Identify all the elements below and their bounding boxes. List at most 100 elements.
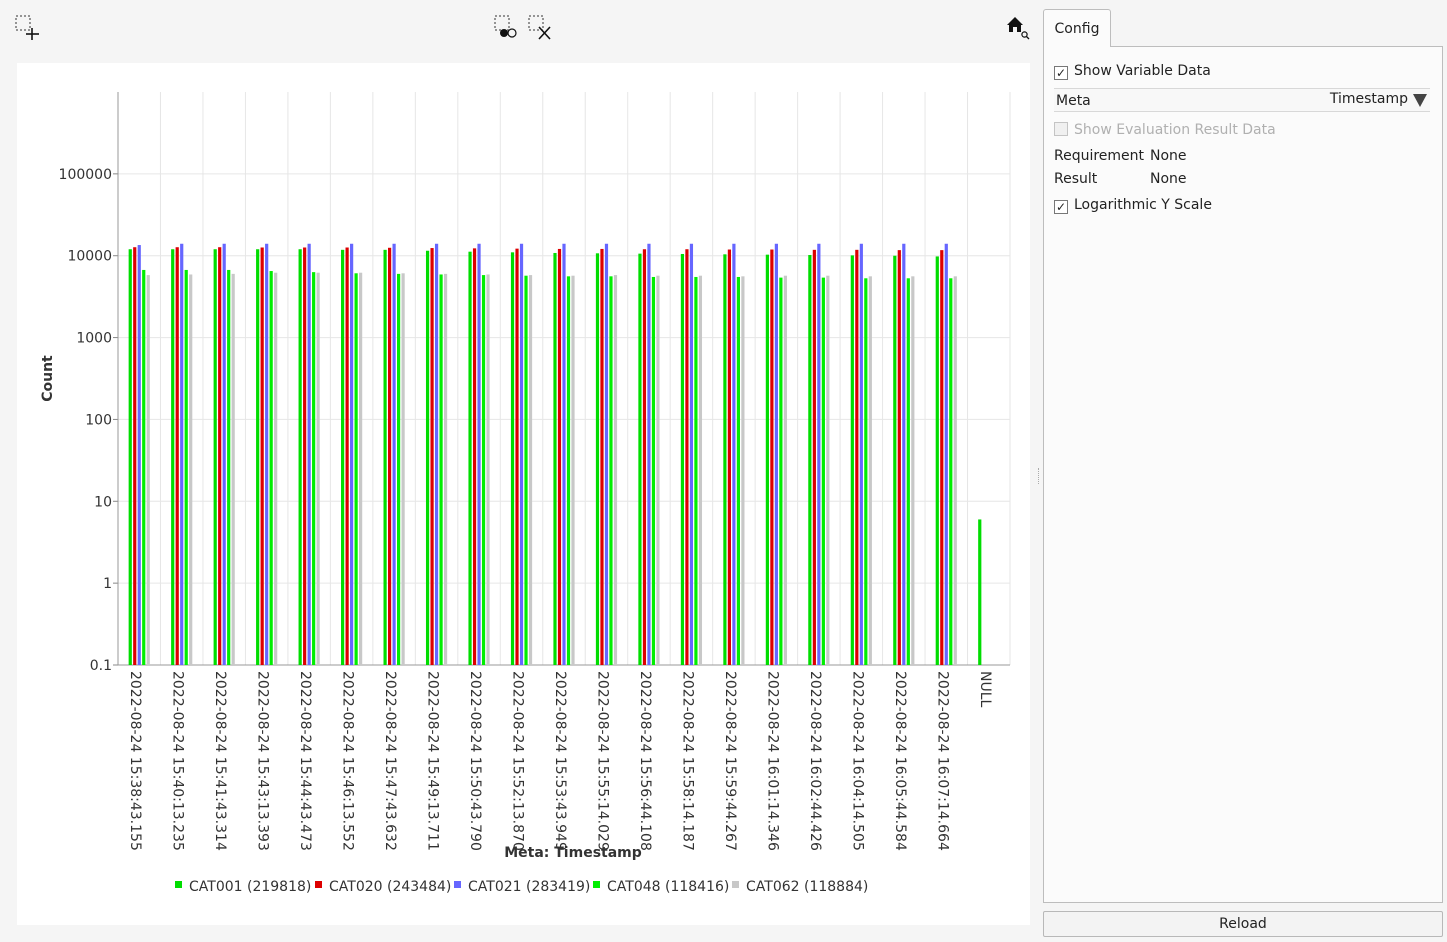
x-tick-label: 2022-08-24 15:55:14.029 (594, 671, 610, 851)
bar (472, 248, 477, 665)
bar (698, 275, 703, 665)
bar (486, 274, 490, 665)
select-by-point-icon[interactable] (493, 14, 521, 42)
histogram-chart: 0.1 1 10 100 1000 10000 100000 2022-08-24 15:38… (17, 63, 1030, 925)
select-add-icon[interactable] (14, 14, 42, 42)
bar (477, 243, 481, 665)
bar (897, 250, 901, 665)
bar (817, 243, 821, 665)
bar (736, 276, 741, 665)
bar (944, 243, 948, 665)
bar (439, 274, 443, 665)
legend-swatch (593, 881, 600, 888)
y-tick-label: 10 (94, 494, 112, 510)
bar (387, 247, 392, 666)
bar (600, 248, 604, 665)
show-variable-data-label: Show Variable Data (1074, 63, 1211, 79)
bar (826, 275, 830, 665)
x-tick-label: 2022-08-24 15:53:43.949 (552, 671, 568, 851)
bar (783, 275, 787, 665)
legend-label: CAT021 (283419) (468, 879, 590, 895)
chevron-down-icon[interactable] (1412, 92, 1428, 108)
bar (303, 247, 307, 666)
bar (256, 249, 260, 666)
checkbox-disabled-icon (1054, 122, 1068, 136)
y-tick-label: 0.1 (90, 658, 112, 674)
bar (434, 243, 439, 665)
bar (515, 248, 519, 665)
bar (265, 243, 269, 665)
bar (604, 243, 609, 665)
bar (274, 272, 278, 665)
reload-button[interactable]: Reload (1043, 911, 1443, 937)
x-tick-label: 2022-08-24 15:46:13.552 (340, 671, 356, 851)
bar (354, 273, 358, 665)
y-tick-label: 1 (103, 576, 112, 592)
meta-select-label: Meta (1056, 93, 1091, 109)
bar (689, 243, 694, 665)
bar (935, 256, 939, 665)
bar (350, 243, 354, 665)
checkbox-checked-icon[interactable]: ✓ (1054, 66, 1068, 80)
bar (808, 255, 812, 665)
legend-swatch (315, 881, 322, 888)
x-tick-label: 2022-08-24 16:01:14.346 (764, 671, 780, 851)
bar (685, 249, 689, 666)
checkbox-checked-icon[interactable]: ✓ (1054, 200, 1068, 214)
bar (812, 249, 816, 665)
bar (222, 243, 226, 665)
bar (213, 249, 217, 666)
bar (902, 243, 906, 665)
bar (171, 249, 175, 666)
x-tick-label: 2022-08-24 15:40:13.235 (170, 671, 186, 851)
bar (571, 275, 575, 665)
show-variable-data-checkbox[interactable]: ✓ Show Variable Data (1054, 63, 1211, 80)
x-tick-label: 2022-08-24 15:56:44.108 (637, 671, 653, 851)
select-clear-icon[interactable] (527, 14, 555, 42)
bar (396, 273, 401, 665)
tab-config[interactable]: Config (1043, 9, 1111, 47)
x-tick-label: 2022-08-24 15:50:43.790 (467, 671, 483, 851)
bar (953, 276, 957, 665)
bar (425, 250, 430, 665)
bar (647, 243, 651, 665)
bar (553, 252, 557, 665)
bar (562, 243, 566, 665)
bar (864, 278, 868, 665)
bar (557, 248, 562, 665)
x-tick-label: 2022-08-24 15:44:43.473 (297, 671, 313, 851)
bar (741, 276, 745, 665)
bar (312, 272, 316, 665)
bar (893, 255, 897, 665)
bar (613, 275, 618, 665)
bar (298, 249, 302, 666)
bar (218, 247, 222, 665)
bar (940, 250, 944, 665)
x-tick-label: NULL (977, 671, 993, 708)
bar (443, 273, 448, 665)
bar (595, 253, 600, 665)
bar (566, 276, 571, 665)
bar (609, 276, 613, 665)
legend-label: CAT020 (243484) (329, 879, 451, 895)
home-zoom-icon[interactable] (1004, 14, 1032, 42)
bar (656, 275, 660, 665)
x-tick-label: 2022-08-24 16:04:14.505 (849, 671, 865, 851)
bar (392, 243, 396, 665)
bar (345, 247, 349, 666)
log-y-scale-checkbox[interactable]: ✓ Logarithmic Y Scale (1054, 197, 1212, 214)
bar (260, 247, 264, 666)
bar (137, 245, 141, 665)
result-label: Result (1054, 171, 1098, 187)
x-tick-label: 2022-08-24 15:41:43.314 (212, 671, 228, 851)
legend-swatch (454, 881, 461, 888)
bar (821, 277, 825, 665)
meta-select[interactable]: Meta Timestamp (1054, 88, 1430, 112)
bar (269, 271, 273, 665)
splitter-handle[interactable] (1038, 468, 1042, 484)
x-tick-label: 2022-08-24 15:49:13.711 (425, 671, 441, 851)
chart-svg: 0.1 1 10 100 1000 10000 100000 2022-08-24 15:38… (40, 92, 1011, 895)
config-panel: ✓ Show Variable Data Meta Timestamp Show … (1043, 46, 1443, 903)
bar (359, 272, 363, 665)
bar (723, 254, 727, 665)
